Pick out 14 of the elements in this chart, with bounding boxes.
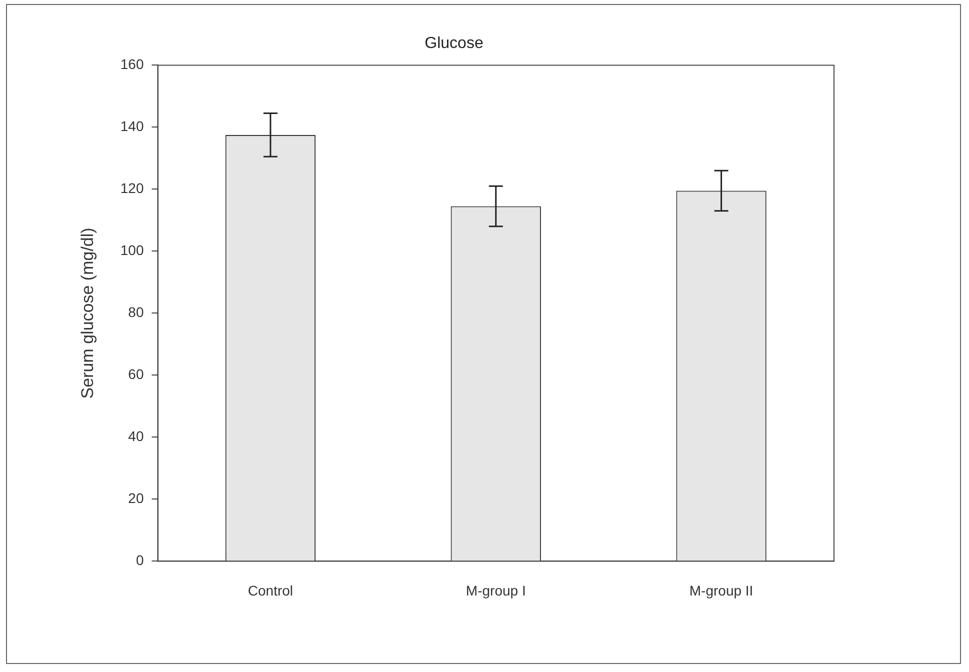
y-axis-title: Serum glucose (mg/dl) bbox=[78, 228, 97, 399]
y-tick-label: 20 bbox=[128, 490, 144, 506]
x-tick-label: M-group II bbox=[689, 582, 754, 598]
y-tick-label: 140 bbox=[120, 118, 144, 134]
y-tick-label: 160 bbox=[120, 56, 144, 72]
chart-title: Glucose bbox=[424, 35, 484, 52]
y-tick-label: 100 bbox=[120, 242, 144, 258]
y-tick-label: 80 bbox=[128, 304, 144, 320]
y-tick-label: 40 bbox=[128, 428, 144, 444]
x-tick-label: Control bbox=[248, 582, 294, 598]
y-tick-label: 60 bbox=[128, 366, 144, 382]
x-tick-label: M-group I bbox=[466, 582, 526, 598]
y-tick-label: 120 bbox=[120, 180, 144, 196]
y-tick-label: 0 bbox=[136, 552, 144, 568]
